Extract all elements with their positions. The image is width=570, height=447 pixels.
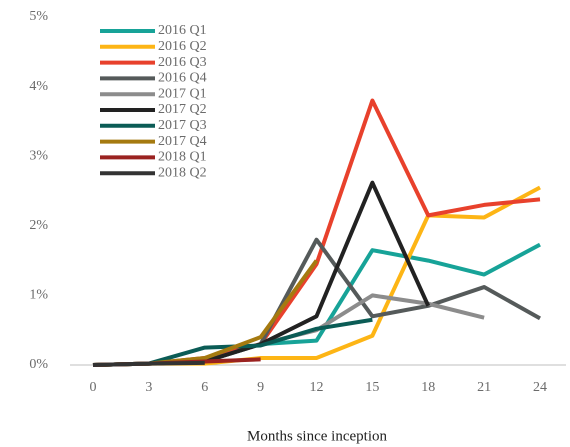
legend-label: 2016 Q1 [158,23,207,38]
y-tick-label: 2% [29,218,48,233]
y-tick-label: 1% [29,288,48,303]
x-tick-label: 3 [145,380,152,395]
y-tick-label: 3% [29,148,48,163]
legend-label: 2017 Q4 [158,134,207,149]
y-tick-label: 5% [29,9,48,24]
x-tick-label: 12 [310,380,324,395]
x-tick-label: 15 [365,380,379,395]
legend-label: 2017 Q2 [158,102,207,117]
x-tick-label: 9 [257,380,264,395]
legend-label: 2016 Q4 [158,71,207,86]
legend-label: 2017 Q1 [158,86,207,101]
legend-label: 2016 Q3 [158,55,207,70]
y-tick-label: 4% [29,79,48,94]
legend-label: 2018 Q1 [158,150,207,165]
x-tick-label: 21 [477,380,491,395]
x-tick-label: 18 [421,380,435,395]
legend-label: 2016 Q2 [158,39,207,54]
series-line [92,360,205,367]
x-tick-label: 0 [90,380,97,395]
legend-label: 2018 Q2 [158,165,207,180]
legend-label: 2017 Q3 [158,118,207,133]
x-axis-title: Months since inception [247,428,387,444]
series-line [92,317,373,367]
x-tick-label: 6 [201,380,208,395]
x-tick-label: 24 [533,380,547,395]
y-tick-label: 0% [29,357,48,372]
